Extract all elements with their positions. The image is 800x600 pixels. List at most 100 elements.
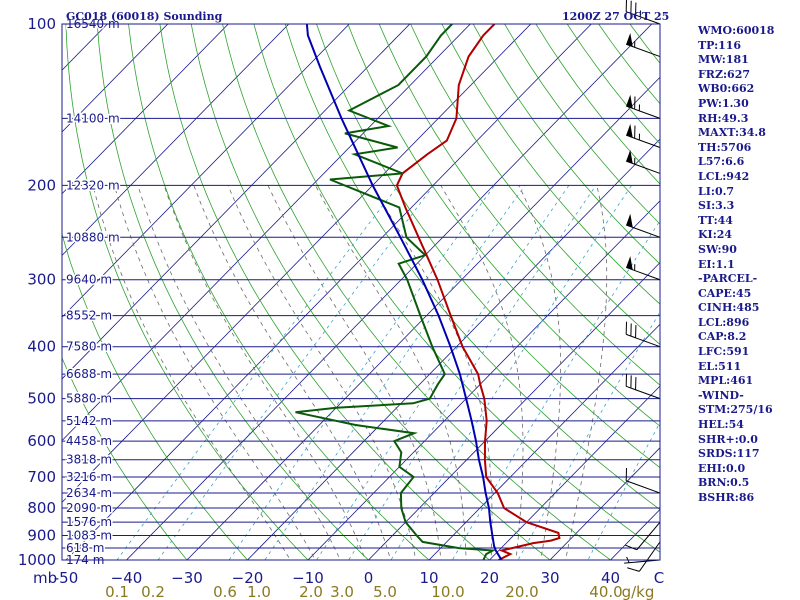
mixing-ratio-line [157, 185, 435, 560]
moist-adiabat-line [227, 185, 417, 560]
stat-line: LFC:591 [698, 345, 750, 359]
pressure-unit-label: mb [33, 569, 57, 587]
temperature-tick-label: 10 [419, 569, 438, 587]
dry-adiabat-line [159, 24, 491, 560]
height-label: 10880 m [66, 230, 120, 244]
temperature-tick-label: 40 [601, 569, 620, 587]
moist-adiabat-line [137, 185, 341, 560]
stat-line: LI:0.7 [698, 184, 735, 198]
pressure-tick-label: 1000 [18, 551, 56, 569]
pressure-tick-label: 500 [27, 390, 56, 408]
dry-adiabat-line [128, 24, 430, 560]
isotherm-line [62, 24, 350, 318]
temperature-tick-label: −30 [171, 569, 203, 587]
height-label: 1083 m [66, 528, 112, 542]
stat-line: EL:511 [698, 359, 742, 373]
temperature-tick-label: -50 [54, 569, 79, 587]
sounding-time: 1200Z 27 OCT 25 [562, 10, 670, 23]
mixing-ratio-label: 5.0 [373, 583, 397, 600]
stat-line: FRZ:627 [698, 67, 751, 81]
stat-line: KI:24 [698, 228, 733, 242]
dry-adiabat-line [284, 24, 660, 511]
isotherm-line [246, 138, 660, 560]
pressure-tick-label: 700 [27, 468, 56, 486]
stat-line: CAPE:45 [698, 286, 752, 300]
dry-adiabat-line [222, 24, 612, 560]
isotherm-line [307, 200, 660, 560]
wind-barb [626, 149, 661, 174]
moist-adiabat-line [518, 185, 561, 560]
pressure-tick-label: 800 [27, 499, 56, 517]
stat-line: SW:90 [698, 242, 737, 256]
stat-line: WB0:662 [698, 82, 755, 96]
stat-line: MW:181 [698, 53, 749, 67]
moist-adiabat-line [315, 185, 467, 560]
mixing-ratio-line [390, 185, 632, 560]
stat-line: BRN:0.5 [698, 476, 750, 490]
stat-line: LCL:896 [698, 315, 750, 329]
mixing-ratio-label: 0.1 [105, 583, 129, 600]
stat-line: STM:275/16 [698, 403, 773, 417]
dry-adiabat-line [65, 24, 309, 560]
dry-adiabat-line [96, 24, 370, 560]
height-label: 618 m [66, 541, 104, 555]
height-label: 5142 m [66, 414, 112, 428]
dry-adiabat-line [347, 24, 660, 427]
wind-barb [626, 256, 661, 281]
wind-barb [625, 373, 661, 400]
mixing-ratio-unit-label: g/kg [622, 583, 655, 600]
dry-adiabat-line [253, 24, 660, 553]
isotherm-line [0, 12, 58, 571]
isotherm-line [62, 24, 290, 256]
chart-title: GC018 (60018) Sounding [66, 10, 223, 23]
stat-line: EI:1.1 [698, 257, 735, 271]
temperature-tick-label: 30 [540, 569, 559, 587]
mixing-ratio-label: 20.0 [505, 583, 538, 600]
stat-line: -PARCEL- [698, 272, 758, 286]
moist-adiabat-line [92, 185, 291, 560]
height-label: 5880 m [66, 392, 112, 406]
stat-line: TT:44 [698, 213, 733, 227]
isotherm-line [186, 76, 660, 560]
isotherm-line [62, 24, 471, 442]
temperature-tick-label: 20 [480, 569, 499, 587]
stat-line: -WIND- [698, 388, 744, 402]
isotherm-line [367, 261, 660, 560]
stat-line: SRDS:117 [698, 447, 760, 461]
mixing-ratio-line [116, 185, 399, 560]
stat-line: SHR+:0.0 [698, 432, 758, 446]
stat-line: MAXT:34.8 [698, 126, 766, 140]
wind-barb [626, 213, 661, 238]
stat-line: HEL:54 [698, 418, 744, 432]
temperature-tick-label: −10 [292, 569, 324, 587]
pressure-tick-label: 200 [27, 176, 56, 194]
height-label: 2090 m [66, 501, 112, 515]
parcel-trace [305, 24, 503, 560]
stat-line: PW:1.30 [698, 96, 749, 110]
isotherm-line [62, 24, 229, 195]
plot-frame [61, 23, 661, 561]
isotherm-line [62, 24, 532, 503]
mixing-ratio-label: 0.6 [213, 583, 237, 600]
stat-line: MPL:461 [698, 374, 754, 388]
mixing-ratio-line [451, 219, 660, 560]
temperature-trace [395, 24, 561, 560]
stat-line: TP:116 [698, 38, 742, 52]
pressure-tick-label: 600 [27, 432, 56, 450]
mixing-ratio-label: 3.0 [330, 583, 354, 600]
dry-adiabat-line [472, 24, 660, 265]
temperature-tick-label: −40 [111, 569, 143, 587]
height-label: 6688 m [66, 367, 112, 381]
stat-line: EHI:0.0 [698, 461, 746, 475]
temperature-unit-label: C [654, 569, 664, 587]
height-label: 9640 m [66, 273, 112, 287]
sounding-stats-panel: WMO:60018 TP:116 MW:181 FRZ:627 WB0:662 PW:1.… [698, 24, 798, 506]
pressure-tick-label: 900 [27, 526, 56, 544]
isotherm-line [62, 24, 411, 380]
wind-barb [625, 0, 661, 25]
mixing-ratio-line [587, 421, 660, 560]
wind-barbs [624, 0, 661, 572]
dry-adiabat-line [316, 24, 660, 469]
sounding-traces [295, 24, 561, 560]
